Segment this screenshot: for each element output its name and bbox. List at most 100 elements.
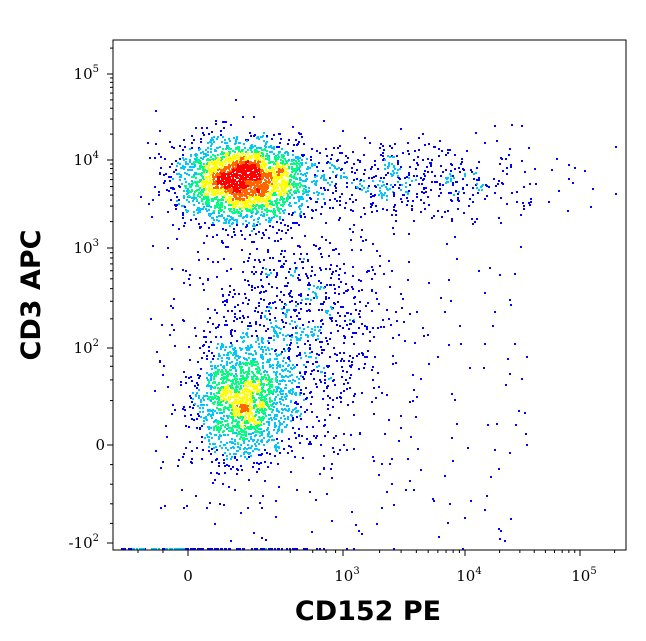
- event-dot: [233, 173, 235, 175]
- event-dot: [269, 225, 271, 227]
- event-dot: [212, 323, 214, 325]
- event-dot: [260, 298, 262, 300]
- event-dot: [221, 374, 223, 376]
- event-dot: [255, 233, 257, 235]
- event-dot: [228, 168, 230, 170]
- event-dot: [276, 432, 278, 434]
- event-dot: [234, 158, 236, 160]
- event-dot: [269, 353, 271, 355]
- event-dot: [203, 289, 205, 291]
- event-dot: [278, 383, 280, 385]
- event-dot: [250, 438, 252, 440]
- event-dot: [279, 452, 281, 454]
- event-dot: [222, 371, 224, 373]
- event-dot: [170, 199, 172, 201]
- event-dot: [436, 181, 438, 183]
- event-dot: [343, 352, 345, 354]
- event-dot: [234, 376, 236, 378]
- event-dot: [210, 392, 212, 394]
- event-dot: [462, 178, 464, 180]
- event-dot: [340, 169, 342, 171]
- event-dot: [353, 332, 355, 334]
- event-dot: [241, 406, 243, 408]
- event-dot: [413, 389, 415, 391]
- event-dot: [338, 286, 340, 288]
- event-dot: [202, 397, 204, 399]
- event-dot: [226, 455, 228, 457]
- event-dot: [239, 438, 241, 440]
- event-dot: [329, 317, 331, 319]
- event-dot: [275, 396, 277, 398]
- event-dot: [250, 216, 252, 218]
- event-dot: [258, 463, 260, 465]
- event-dot: [395, 214, 397, 216]
- event-dot: [250, 390, 252, 392]
- event-dot: [289, 375, 291, 377]
- event-dot: [261, 204, 263, 206]
- event-dot: [234, 425, 236, 427]
- event-dot: [250, 145, 252, 147]
- event-dot: [266, 361, 268, 363]
- event-dot: [411, 180, 413, 182]
- event-dot: [283, 263, 285, 265]
- event-dot: [404, 177, 406, 179]
- event-dot: [324, 202, 326, 204]
- event-dot: [210, 472, 212, 474]
- event-dot: [305, 162, 307, 164]
- event-dot: [252, 182, 254, 184]
- event-dot: [235, 169, 237, 171]
- event-dot: [193, 161, 195, 163]
- event-dot: [203, 344, 205, 346]
- event-dot: [236, 375, 238, 377]
- event-dot: [237, 421, 239, 423]
- event-dot: [207, 308, 209, 310]
- event-dot: [254, 443, 256, 445]
- event-dot: [343, 342, 345, 344]
- event-dot: [236, 435, 238, 437]
- event-dot: [314, 183, 316, 185]
- event-dot: [352, 288, 354, 290]
- event-dot: [226, 301, 228, 303]
- event-dot: [220, 378, 222, 380]
- event-dot: [239, 199, 241, 201]
- event-dot: [237, 433, 239, 435]
- event-dot: [247, 426, 249, 428]
- event-dot: [296, 364, 298, 366]
- event-dot: [359, 161, 361, 163]
- event-dot: [318, 280, 320, 282]
- event-dot: [260, 424, 262, 426]
- event-dot: [380, 143, 382, 145]
- event-dot: [244, 388, 246, 390]
- event-dot: [426, 166, 428, 168]
- event-dot: [288, 347, 290, 349]
- event-dot: [510, 164, 512, 166]
- event-dot: [190, 155, 192, 157]
- event-dot: [245, 208, 247, 210]
- event-dot: [261, 201, 263, 203]
- event-dot: [265, 415, 267, 417]
- event-dot: [260, 315, 262, 317]
- event-dot: [400, 128, 402, 130]
- event-dot: [234, 439, 236, 441]
- event-dot: [287, 418, 289, 420]
- event-dot: [250, 447, 252, 449]
- event-dot: [366, 356, 368, 358]
- event-dot: [242, 116, 244, 118]
- event-dot: [240, 215, 242, 217]
- event-dot: [242, 217, 244, 219]
- event-dot: [202, 158, 204, 160]
- event-dot: [252, 395, 254, 397]
- event-dot: [236, 359, 238, 361]
- event-dot: [254, 145, 256, 147]
- event-dot: [261, 417, 263, 419]
- event-dot: [228, 415, 230, 417]
- event-dot: [249, 409, 251, 411]
- event-dot: [207, 258, 209, 260]
- event-dot: [390, 324, 392, 326]
- event-dot: [217, 154, 219, 156]
- event-dot: [336, 360, 338, 362]
- event-dot: [246, 210, 248, 212]
- event-dot: [287, 410, 289, 412]
- event-dot: [397, 181, 399, 183]
- event-dot: [280, 398, 282, 400]
